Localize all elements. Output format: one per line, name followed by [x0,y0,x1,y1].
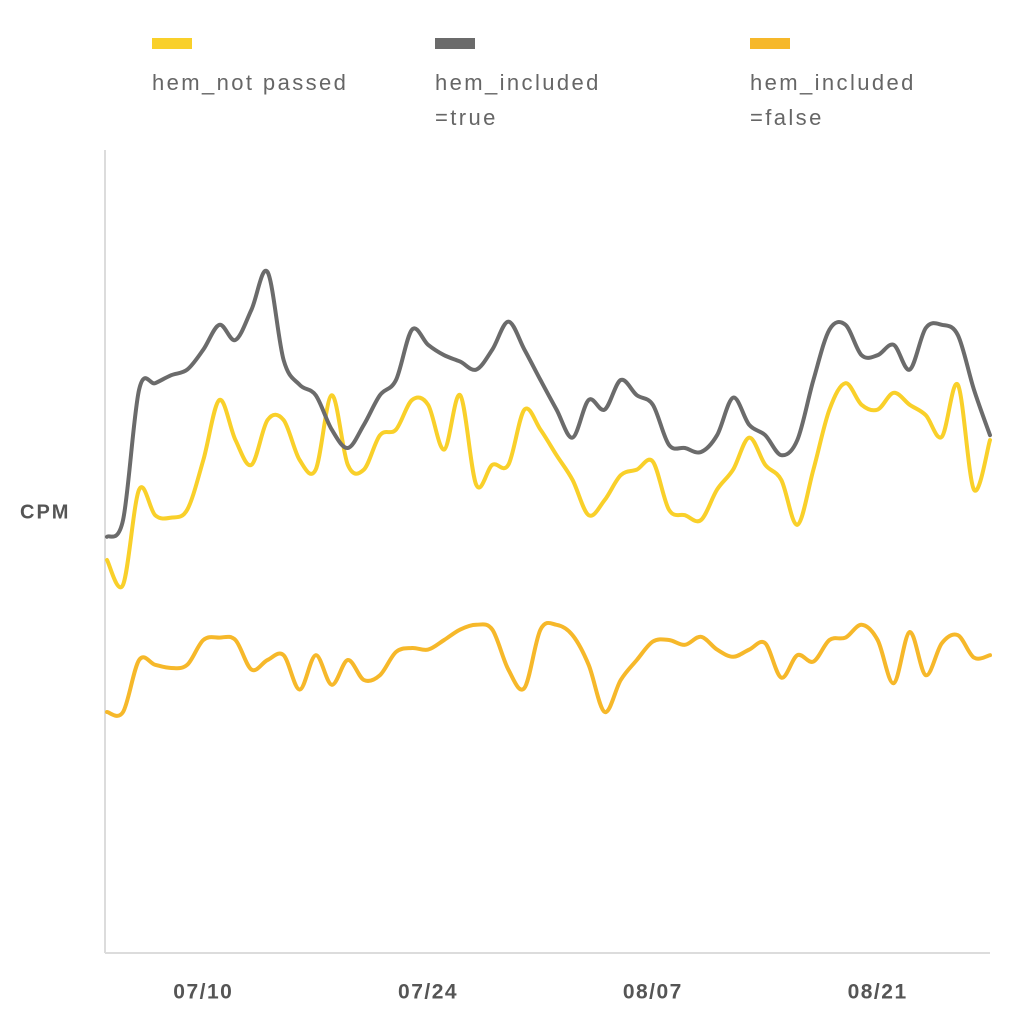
legend-swatch [435,38,475,49]
x-tick-label: 07/24 [398,981,458,1004]
legend-label: hem_included=true [435,70,601,130]
legend-item: hem_included=false [750,38,928,135]
legend-label: hem_not passed [152,70,349,95]
legend: hem_not passed hem_included=true hem_inclu… [0,0,1024,140]
legend-swatch [152,38,192,49]
legend-swatch [750,38,790,49]
legend-item: hem_not passed [152,38,412,100]
series-line [105,381,992,590]
y-axis-label: CPM [20,501,70,523]
x-tick-label: 07/10 [173,981,233,1004]
legend-item: hem_included=true [435,38,613,135]
x-tick-label: 08/07 [623,981,683,1004]
series-line [105,268,992,539]
x-tick-label: 08/21 [848,981,908,1004]
legend-label: hem_included=false [750,70,916,130]
series-line [105,620,992,718]
